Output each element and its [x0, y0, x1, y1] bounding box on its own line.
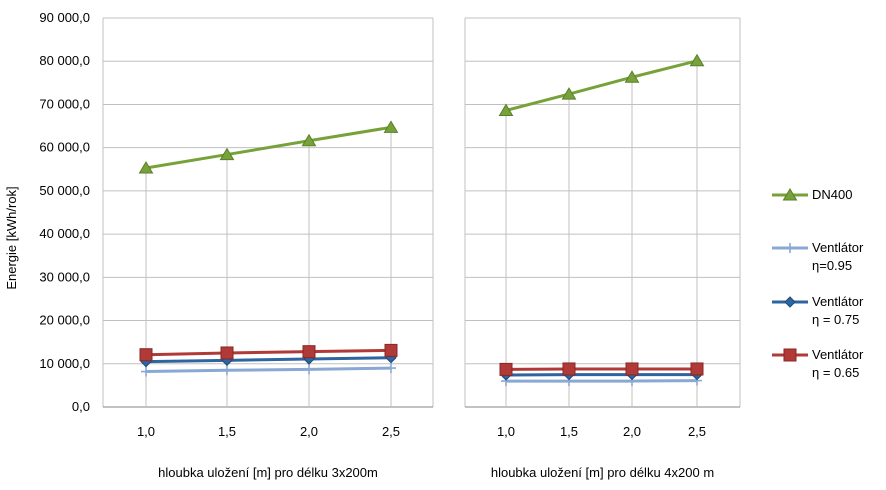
y-tick-label: 20 000,0	[39, 313, 90, 328]
x-tick-label: 1,5	[560, 424, 578, 439]
legend-label-line2: η = 0.75	[812, 312, 859, 327]
legend-label: DN400	[812, 187, 852, 202]
legend-item-Ventlator095: Ventlátor η=0.95	[772, 240, 864, 273]
x-tick-label: 2,0	[300, 424, 318, 439]
data-point-square	[303, 346, 315, 358]
series-line-Ventlator075	[146, 358, 391, 362]
x-tick-label: 1,5	[218, 424, 236, 439]
data-point-plus	[386, 363, 396, 373]
data-point-square	[221, 347, 233, 359]
legend-label: Ventlátor	[812, 347, 864, 362]
legend-item-Ventlator075: Ventlátor η = 0.75	[772, 294, 864, 327]
data-point-square	[140, 349, 152, 361]
series-line-Ventlator065	[146, 350, 391, 354]
legend-label: Ventlátor	[812, 240, 864, 255]
y-axis-title-group: Energie [kWh/rok]	[4, 186, 19, 289]
y-tick-label: 40 000,0	[39, 226, 90, 241]
series-line-DN400	[506, 61, 697, 111]
data-point-triangle	[691, 55, 704, 66]
y-tick-label: 60 000,0	[39, 140, 90, 155]
legend-item-DN400: DN400	[772, 187, 852, 202]
data-point-square	[563, 363, 575, 375]
data-point-plus	[222, 365, 232, 375]
data-point-square	[626, 363, 638, 375]
y-tick-label: 50 000,0	[39, 183, 90, 198]
data-point-square	[385, 344, 397, 356]
legend-label-line2: η=0.95	[812, 258, 852, 273]
y-tick-label: 90 000,0	[39, 10, 90, 25]
y-tick-label: 70 000,0	[39, 96, 90, 111]
legend-item-Ventlator065: Ventlátor η = 0.65	[772, 347, 864, 380]
data-point-square	[784, 349, 796, 361]
x-axis-title: hloubka uložení [m] pro délku 4x200 m	[491, 465, 714, 480]
data-point-square	[691, 363, 703, 375]
panel-1: 1,0 1,5 2,0 2,5 hloubka uložení [m] pro délk…	[103, 18, 433, 480]
x-tick-label: 2,5	[688, 424, 706, 439]
data-point-plus	[785, 243, 795, 253]
x-tick-label: 1,0	[497, 424, 515, 439]
legend-label-line2: η = 0.65	[812, 365, 859, 380]
data-point-plus	[141, 367, 151, 377]
legend-label: Ventlátor	[812, 294, 864, 309]
y-tick-labels: 0,0 10 000,0 20 000,0 30 000,0 40 000,0 50 00…	[39, 10, 90, 414]
y-axis-title: Energie [kWh/rok]	[4, 186, 19, 289]
series-line-Ventlator095	[146, 368, 391, 371]
data-point-plus	[304, 364, 314, 374]
x-tick-label: 1,0	[137, 424, 155, 439]
y-tick-label: 10 000,0	[39, 356, 90, 371]
x-tick-label: 2,0	[623, 424, 641, 439]
y-tick-label: 80 000,0	[39, 53, 90, 68]
data-point-square	[500, 363, 512, 375]
y-tick-label: 30 000,0	[39, 269, 90, 284]
y-tick-label: 0,0	[72, 399, 90, 414]
data-point-diamond	[785, 297, 795, 307]
x-axis-title: hloubka uložení [m] pro délku 3x200m	[158, 465, 378, 480]
panel-2: 1,0 1,5 2,0 2,5 hloubka uložení [m] pro délk…	[465, 18, 740, 480]
x-tick-label: 2,5	[382, 424, 400, 439]
chart-panels: 1,0 1,5 2,0 2,5 hloubka uložení [m] pro délk…	[103, 18, 740, 480]
